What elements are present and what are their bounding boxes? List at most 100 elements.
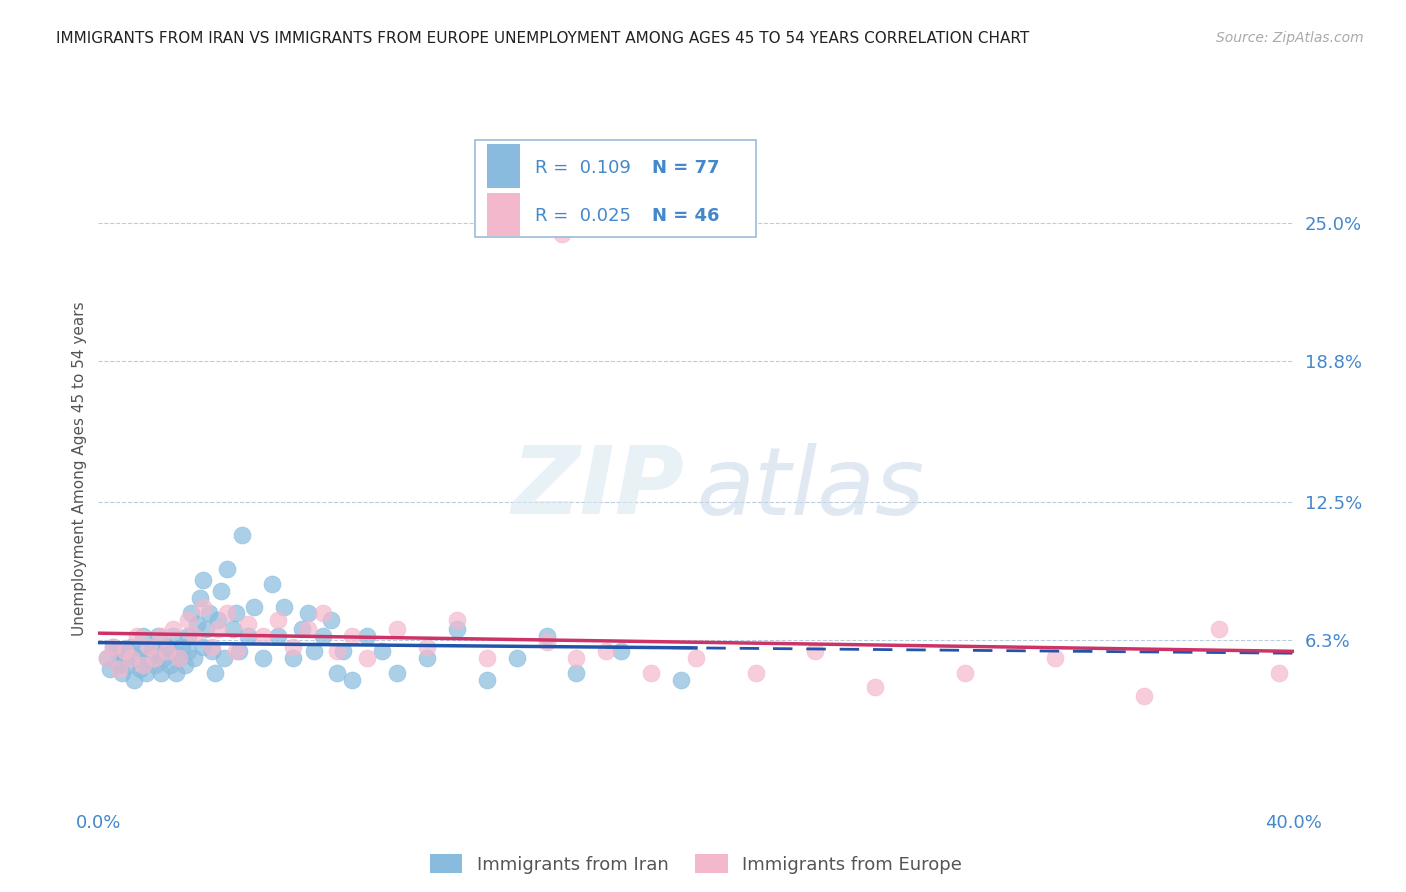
Point [685, 651, 707, 665]
Point [536, 628, 558, 642]
Point [191, 573, 214, 587]
Point [212, 651, 235, 665]
Text: ZIP: ZIP [512, 442, 685, 534]
Point [291, 622, 314, 636]
Point [162, 628, 184, 642]
Point [156, 640, 179, 654]
Point [180, 607, 202, 621]
Point [138, 651, 160, 665]
Point [191, 599, 214, 614]
Point [177, 613, 200, 627]
Text: Source: ZipAtlas.com: Source: ZipAtlas.com [1216, 31, 1364, 45]
Point [141, 640, 163, 654]
Text: IMMIGRANTS FROM IRAN VS IMMIGRANTS FROM EUROPE UNEMPLOYMENT AMONG AGES 45 TO 54 : IMMIGRANTS FROM IRAN VS IMMIGRANTS FROM … [56, 31, 1029, 46]
Point [100, 662, 122, 676]
Point [332, 644, 354, 658]
Point [111, 666, 134, 681]
Point [281, 651, 304, 665]
Point [162, 644, 184, 658]
Point [446, 613, 468, 627]
Bar [486, 145, 520, 187]
Point [132, 644, 155, 658]
Point [326, 644, 349, 658]
Point [610, 644, 633, 658]
Point [252, 651, 274, 665]
Point [120, 640, 142, 654]
Point [326, 666, 349, 681]
Point [225, 644, 247, 658]
Point [215, 607, 238, 621]
Point [536, 635, 558, 649]
Point [640, 666, 662, 681]
Point [416, 651, 439, 665]
Point [117, 644, 139, 658]
Point [804, 644, 827, 658]
Point [225, 607, 247, 621]
Bar [486, 193, 520, 236]
Point [231, 528, 253, 542]
Point [475, 651, 498, 665]
Point [745, 666, 768, 681]
Point [191, 640, 214, 654]
Point [565, 651, 588, 665]
Point [150, 666, 173, 681]
Point [565, 666, 588, 681]
Y-axis label: Unemployment Among Ages 45 to 54 years: Unemployment Among Ages 45 to 54 years [72, 301, 87, 636]
Point [114, 644, 136, 658]
Point [96, 651, 118, 665]
Point [105, 644, 128, 658]
Point [953, 666, 976, 681]
Point [236, 628, 259, 642]
Point [177, 628, 200, 642]
Point [228, 644, 250, 658]
Point [120, 651, 142, 665]
Point [174, 657, 197, 672]
Point [297, 607, 319, 621]
Point [108, 662, 131, 676]
Point [252, 628, 274, 642]
Point [167, 651, 190, 665]
Point [188, 591, 211, 605]
Text: R =  0.109: R = 0.109 [534, 159, 630, 177]
Point [186, 617, 208, 632]
Point [267, 613, 290, 627]
Point [356, 651, 378, 665]
Point [506, 651, 529, 665]
Point [135, 666, 157, 681]
Point [153, 651, 176, 665]
Point [342, 673, 364, 688]
Point [669, 673, 692, 688]
Point [103, 640, 125, 654]
Point [595, 644, 617, 658]
Point [183, 628, 205, 642]
Point [260, 577, 283, 591]
Point [143, 657, 166, 672]
Point [416, 640, 439, 654]
Point [550, 227, 572, 242]
Point [201, 640, 224, 654]
Text: R =  0.025: R = 0.025 [534, 207, 631, 225]
Point [172, 640, 194, 654]
Point [222, 622, 245, 636]
Point [207, 622, 229, 636]
Point [385, 666, 409, 681]
Point [356, 628, 378, 642]
Point [198, 607, 221, 621]
Point [273, 599, 295, 614]
Point [159, 657, 181, 672]
Point [108, 657, 131, 672]
Point [1133, 689, 1156, 703]
Point [127, 628, 149, 642]
Point [114, 651, 136, 665]
Point [129, 662, 152, 676]
Point [117, 657, 139, 672]
Point [865, 680, 887, 694]
Point [138, 640, 160, 654]
Point [321, 613, 343, 627]
Text: N = 77: N = 77 [652, 159, 720, 177]
Point [183, 651, 205, 665]
Point [371, 644, 394, 658]
Point [267, 628, 290, 642]
Legend: Immigrants from Iran, Immigrants from Europe: Immigrants from Iran, Immigrants from Eu… [422, 847, 970, 880]
Point [201, 644, 224, 658]
